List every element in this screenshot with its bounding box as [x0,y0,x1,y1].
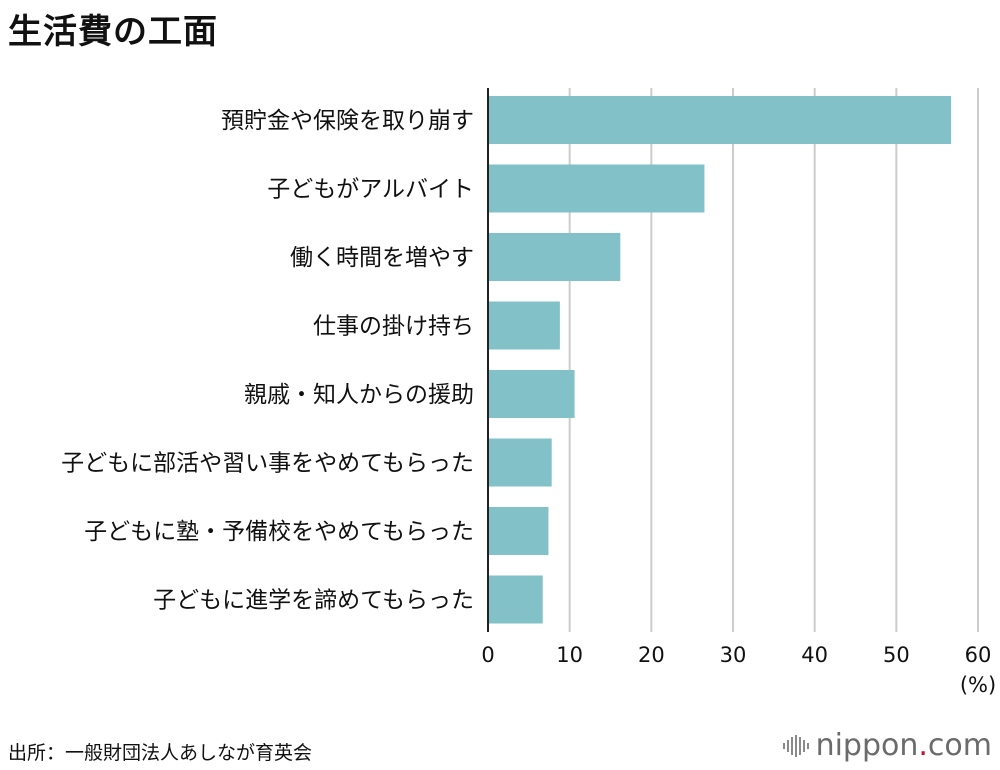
category-label: 子どもに部活や習い事をやめてもらった [61,451,474,477]
bar [488,507,549,555]
category-label: 仕事の掛け持ち [313,314,474,340]
category-label: 子どもに塾・予備校をやめてもらった [84,519,474,545]
bar [488,370,575,418]
x-tick-label: 50 [883,643,910,667]
brand-logo: nippon. com [782,728,992,763]
bars [488,96,952,624]
bar [488,96,952,144]
category-label: 働く時間を増やす [290,245,474,271]
bar [488,233,621,281]
brand-suffix: com [927,728,992,763]
brand-dot: . [918,728,928,763]
x-tick-label: 20 [638,643,665,667]
category-label: 子どもに進学を諦めてもらった [153,588,474,614]
bar [488,301,560,350]
x-axis-unit-label: (%) [960,673,996,697]
category-label: 親戚・知人からの援助 [244,382,474,408]
chart-title: 生活費の工面 [8,12,218,52]
x-tick-label: 60 [965,643,992,667]
bar-chart: 預貯金や保険を取り崩す子どもがアルバイト働く時間を増やす仕事の掛け持ち親戚・知人… [61,88,996,697]
category-label: 子どもがアルバイト [267,177,474,203]
source-note: 出所：一般財団法人あしなが育英会 [8,742,313,764]
x-tick-label: 40 [801,643,828,667]
bar [488,438,552,487]
x-axis-ticks: 0 10 20 30 40 50 60 [481,643,991,667]
category-labels: 預貯金や保険を取り崩す子どもがアルバイト働く時間を増やす仕事の掛け持ち親戚・知人… [61,108,474,614]
category-label: 預貯金や保険を取り崩す [221,108,474,134]
bar [488,164,705,213]
brand-name: nippon [815,728,919,763]
x-tick-label: 0 [481,643,494,667]
x-tick-label: 10 [556,643,583,667]
bar [488,575,543,624]
x-tick-label: 30 [720,643,747,667]
nippon-wave-logo-icon [782,734,809,757]
